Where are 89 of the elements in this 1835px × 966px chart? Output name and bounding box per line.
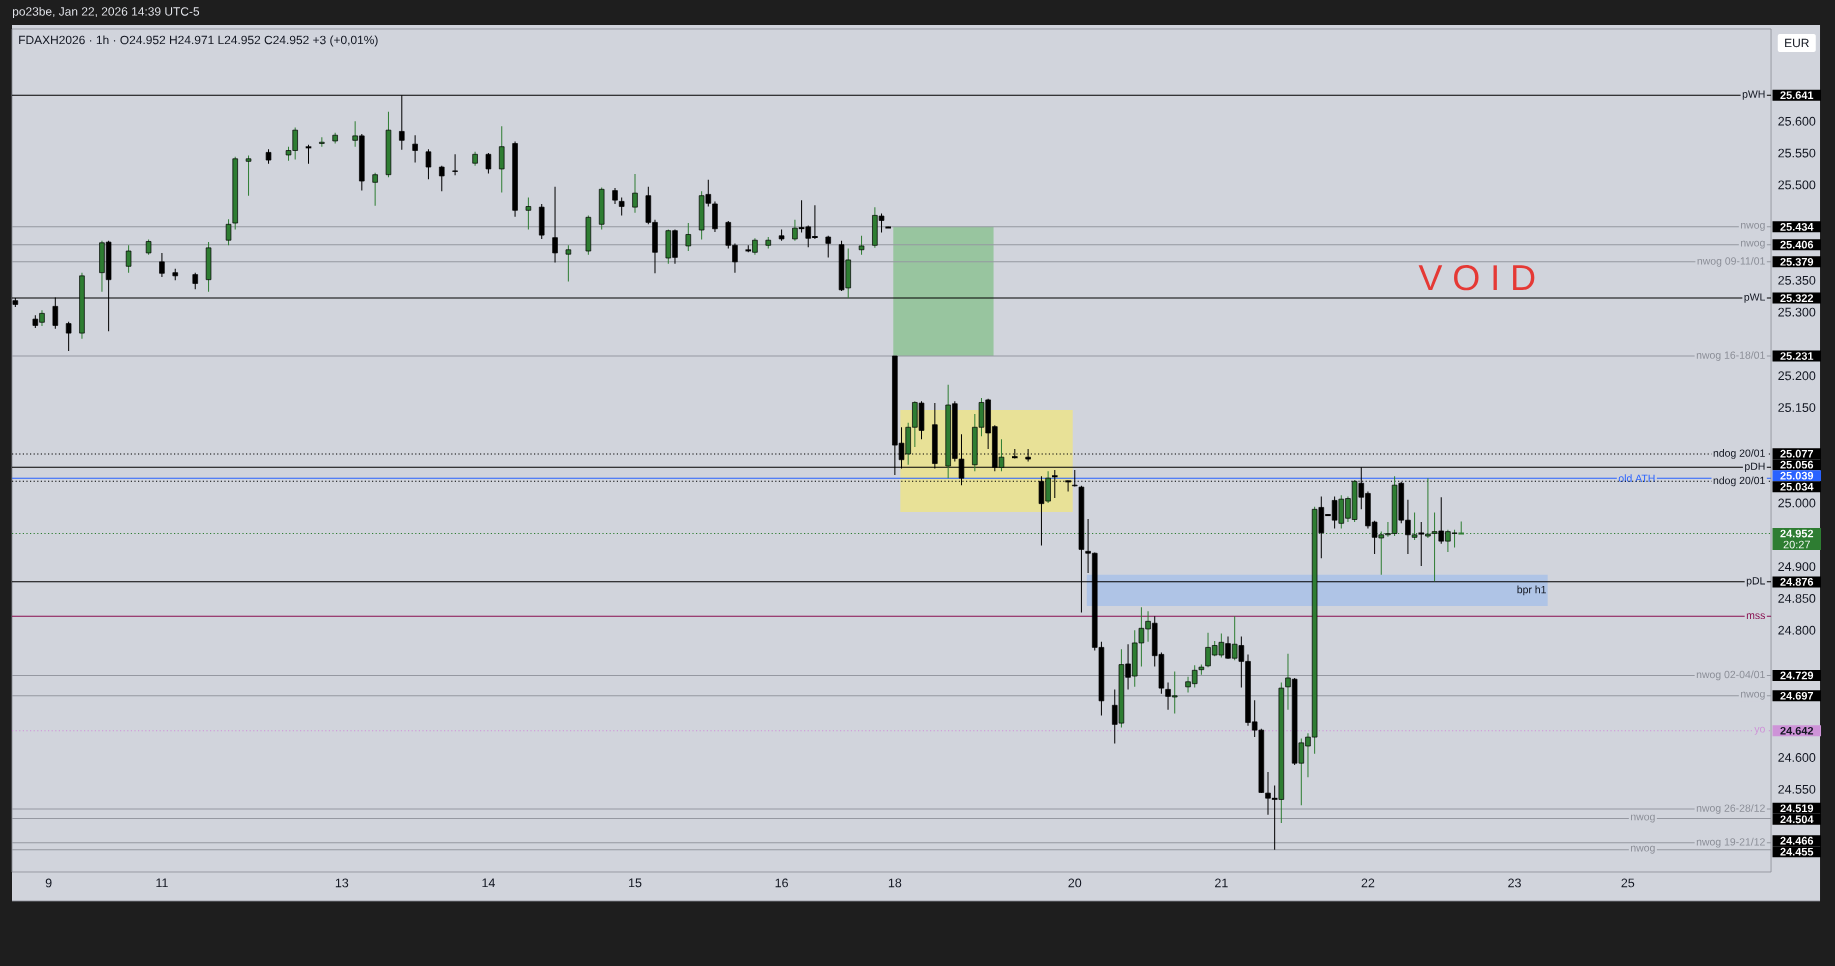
y-tick-label: 24.876 [1780,578,1814,586]
candlestick [125,244,132,274]
y-tick-label: 25.056 [1780,460,1814,469]
ref-line-label: nwog [1741,240,1765,249]
candlestick [525,197,532,230]
x-tick-label: 15 [629,878,642,888]
ref-line-label: nwog [1631,814,1655,823]
x-tick-label: 9 [45,878,52,888]
ref-line-label: nwog 16-18/01 [1696,351,1765,361]
y-tick-label: 25.000 [1778,498,1816,508]
candlestick [225,218,232,246]
ref-line-label: old ATH [1618,474,1655,483]
y-tick-label: 24.455 [1780,847,1814,856]
y-tick-label: 25.077 [1780,449,1814,458]
ref-line-label: ndog 20/01 [1713,449,1765,459]
x-tick-label: 22 [1361,878,1375,888]
candlestick [452,153,458,176]
ref-line-label: nwog 02-04/01 [1696,670,1765,681]
candlestick [632,173,638,214]
y-tick-label: 25.641 [1780,91,1814,100]
band-label: bpr h1 [1517,585,1546,596]
y-tick-label: 25.300 [1778,307,1816,317]
y-tick-label: 25.550 [1778,148,1816,158]
y-tick-label: 24.519 [1780,804,1814,813]
y-tick-label: 24.550 [1778,784,1816,794]
y-tick-label: 25.034 [1780,482,1814,491]
ref-line-label: nwog [1741,691,1765,700]
candlestick [552,186,558,263]
y-tick-label: 25.600 [1778,116,1816,126]
candlestick [65,321,72,352]
ref-line-label: nwog 26-28/12 [1696,804,1765,814]
ref-line-label: nwog 19-21/12 [1696,837,1765,848]
candlestick [439,165,445,192]
candlestick [425,148,432,180]
y-tick-label: 25.150 [1778,403,1816,412]
y-tick-label: 24.642 [1780,726,1814,735]
ref-line-label: mss [1746,613,1765,620]
x-tick-label: 14 [482,878,495,888]
y-tick-label: 24.466 [1780,836,1814,845]
y-tick-label: 25.322 [1780,294,1814,302]
y-tick-label: 25.406 [1780,240,1814,249]
y-tick-label: 24.952 [1780,529,1814,538]
ref-line-label: nwog [1741,222,1765,231]
text: FDAXH2026 · 1h · O24.952 H24.971 L24.952 C24.952 +3 (+0,01%) [19,35,378,47]
candlestick [159,252,165,278]
ref-line-label: pDH [1745,462,1765,473]
candlestick [245,155,252,197]
candlestick [858,235,865,256]
text: EUR [1785,38,1809,48]
y-tick-label: 25.434 [1780,222,1814,231]
ref-line-label: pWH [1742,90,1765,100]
y-tick-label: 25.039 [1780,471,1814,480]
y-tick-label: 25.350 [1778,275,1816,285]
y-tick-label: 25.200 [1778,371,1816,381]
candlestick [412,134,418,164]
x-tick-label: 20 [1068,878,1082,888]
annotation: V O I D [1418,264,1535,291]
ref-line-label: yo [1754,726,1765,735]
x-tick-label: 25 [1621,878,1635,888]
y-tick-label: 24.900 [1778,562,1816,572]
candlestick [372,172,378,207]
chart-subtitle: po23be, Jan 22, 2026 14:39 UTC-5 [12,6,200,19]
y-tick-label: 24.600 [1778,753,1816,762]
y-tick-label: 24.800 [1778,625,1816,635]
y-tick-label: 25.500 [1778,180,1816,190]
text: 20:27 [1783,540,1810,549]
y-tick-label: 24.850 [1778,594,1816,603]
x-tick-label: 16 [775,878,788,888]
candlestick [485,152,492,174]
y-tick-label: 25.379 [1780,257,1814,266]
x-tick-label: 11 [156,878,168,888]
y-tick-label: 24.697 [1780,691,1814,700]
candlestick [685,222,692,252]
ref-line-label: pDL [1746,577,1766,587]
candlestick [498,125,505,193]
x-tick-label: 13 [335,878,349,888]
candlestick [1025,448,1031,463]
candlestick [304,144,313,165]
x-tick-label: 23 [1508,878,1521,888]
y-tick-label: 24.504 [1780,815,1814,824]
ref-line-label: pWL [1744,293,1766,303]
y-tick-label: 24.729 [1780,671,1814,680]
y-tick-label: 25.231 [1780,352,1814,360]
ref-line-label: nwog 09-11/01 [1697,256,1765,267]
candlestick [565,244,572,283]
x-tick-label: 18 [888,878,902,888]
x-tick-label: 21 [1215,878,1228,888]
ref-line-label: ndog 20/01 [1713,476,1765,487]
ref-line-label: nwog [1631,845,1655,854]
